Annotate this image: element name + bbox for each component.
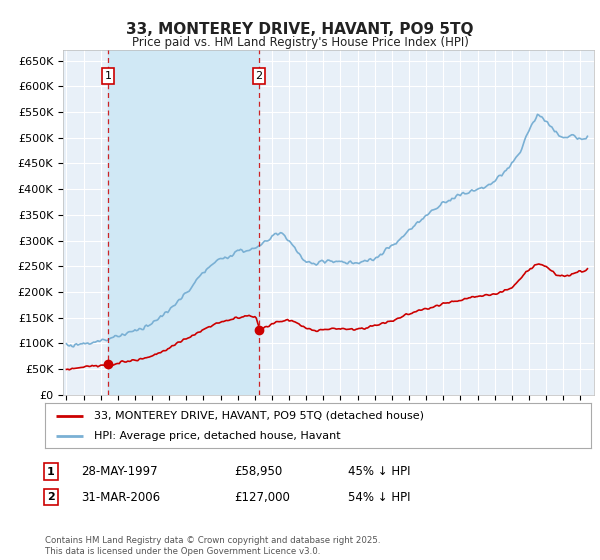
Text: 1: 1: [47, 466, 55, 477]
Text: £58,950: £58,950: [234, 465, 282, 478]
Text: Price paid vs. HM Land Registry's House Price Index (HPI): Price paid vs. HM Land Registry's House …: [131, 36, 469, 49]
Text: 1: 1: [104, 71, 112, 81]
Bar: [108, 50, 259, 395]
Text: £127,000: £127,000: [234, 491, 290, 504]
Text: Contains HM Land Registry data © Crown copyright and database right 2025.
This d: Contains HM Land Registry data © Crown c…: [45, 536, 380, 556]
Text: 33, MONTEREY DRIVE, HAVANT, PO9 5TQ (detached house): 33, MONTEREY DRIVE, HAVANT, PO9 5TQ (det…: [94, 410, 424, 421]
Text: 2: 2: [256, 71, 263, 81]
Text: 45% ↓ HPI: 45% ↓ HPI: [348, 465, 410, 478]
Text: 33, MONTEREY DRIVE, HAVANT, PO9 5TQ: 33, MONTEREY DRIVE, HAVANT, PO9 5TQ: [126, 22, 474, 38]
Text: 54% ↓ HPI: 54% ↓ HPI: [348, 491, 410, 504]
Text: 31-MAR-2006: 31-MAR-2006: [81, 491, 160, 504]
Text: HPI: Average price, detached house, Havant: HPI: Average price, detached house, Hava…: [94, 431, 341, 441]
Text: 28-MAY-1997: 28-MAY-1997: [81, 465, 158, 478]
Text: 2: 2: [47, 492, 55, 502]
